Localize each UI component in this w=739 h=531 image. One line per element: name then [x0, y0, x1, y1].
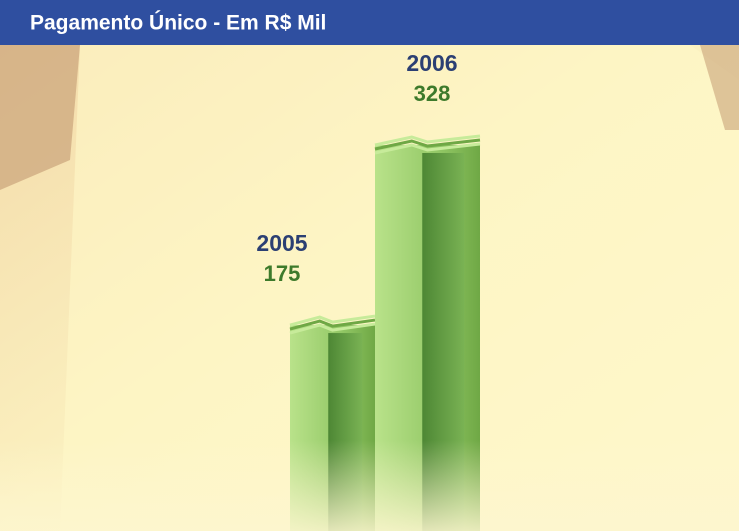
- title-bar: [0, 0, 739, 45]
- category-label: 2005: [256, 230, 307, 256]
- bar-top-edge: [374, 142, 481, 155]
- bar-top-edge: [289, 322, 376, 335]
- category-label: 2006: [406, 50, 457, 76]
- shadow-beam: [0, 45, 80, 190]
- value-label: 175: [264, 261, 301, 286]
- bar-top-edge: [289, 318, 376, 331]
- value-label: 328: [414, 81, 451, 106]
- shadow-beam: [700, 45, 739, 130]
- floor-fade: [0, 440, 739, 531]
- bar-top-edge: [289, 314, 376, 327]
- bar-top-edge: [374, 134, 481, 147]
- chart-title: Pagamento Único - Em R$ Mil: [30, 11, 326, 35]
- bar-top-edge: [374, 138, 481, 151]
